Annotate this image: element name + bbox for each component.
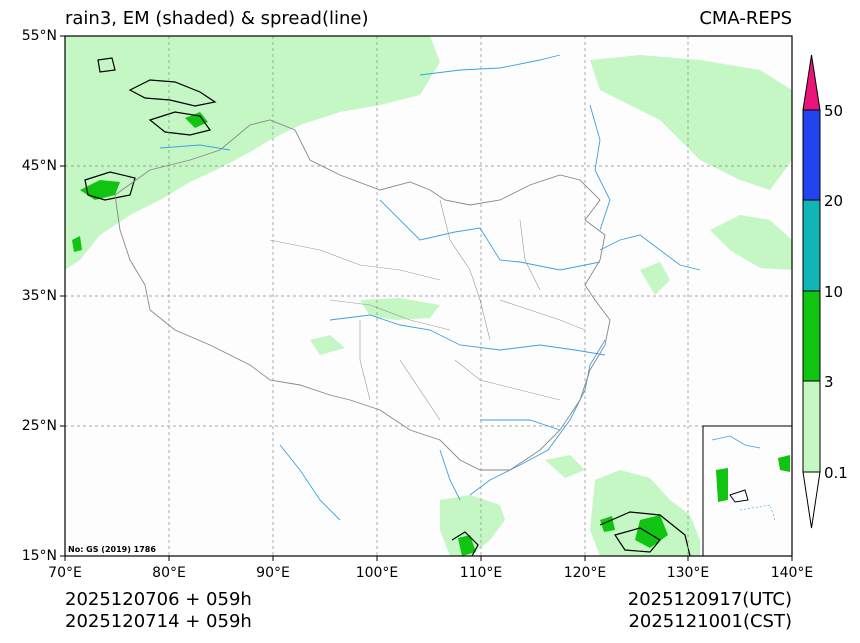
lon-label-120: 120°E (563, 565, 607, 581)
valid-time-utc: 2025120917(UTC) (627, 589, 792, 610)
colorbar-segment-20 (802, 199, 821, 292)
lon-label-130: 130°E (666, 565, 710, 581)
lat-label-45: 45°N (21, 158, 57, 174)
colorbar-label-0-1: 0.1 (824, 464, 848, 482)
chart-title: rain3, EM (shaded) & spread(line) (65, 8, 369, 29)
coastline (469, 339, 606, 496)
colorbar-label-50: 50 (824, 102, 844, 120)
colorbar-label-10: 10 (824, 283, 844, 301)
lat-label-35: 35°N (21, 288, 57, 304)
model-name: CMA-REPS (699, 8, 792, 29)
lon-label-90: 90°E (256, 565, 290, 581)
lon-label-80: 80°E (152, 565, 186, 581)
lat-label-25: 25°N (21, 418, 57, 434)
colorbar-label-20: 20 (824, 192, 844, 210)
colorbar-segment-50 (802, 109, 821, 201)
init-time-utc: 2025120706 + 059h (65, 589, 252, 610)
lon-label-100: 100°E (355, 565, 399, 581)
lon-label-110: 110°E (459, 565, 503, 581)
lat-label-55: 55°N (21, 28, 57, 44)
coastline-north (599, 234, 701, 271)
lon-label-70: 70°E (48, 565, 82, 581)
colorbar-under-segment (802, 471, 821, 529)
colorbar-segment-10 (802, 290, 821, 382)
south-china-sea-inset (702, 425, 793, 557)
spread-contours (84, 57, 753, 557)
lon-label-140: 140°E (770, 565, 814, 581)
gridlines (65, 36, 792, 556)
colorbar-segment-3 (802, 380, 821, 473)
axis-ticks (60, 35, 793, 561)
lat-label-15: 15°N (21, 548, 57, 564)
init-time-cst: 2025120714 + 059h (65, 611, 252, 632)
colorbar-label-3: 3 (824, 373, 834, 391)
colorbar-over-segment (802, 54, 821, 111)
valid-time-cst: 2025121001(CST) (628, 611, 792, 632)
map-approval-number: No: GS (2019) 1786 (68, 545, 156, 554)
rivers (159, 54, 611, 521)
province-borders (269, 199, 586, 421)
colorbar (802, 54, 821, 529)
country-border-china (114, 119, 611, 471)
